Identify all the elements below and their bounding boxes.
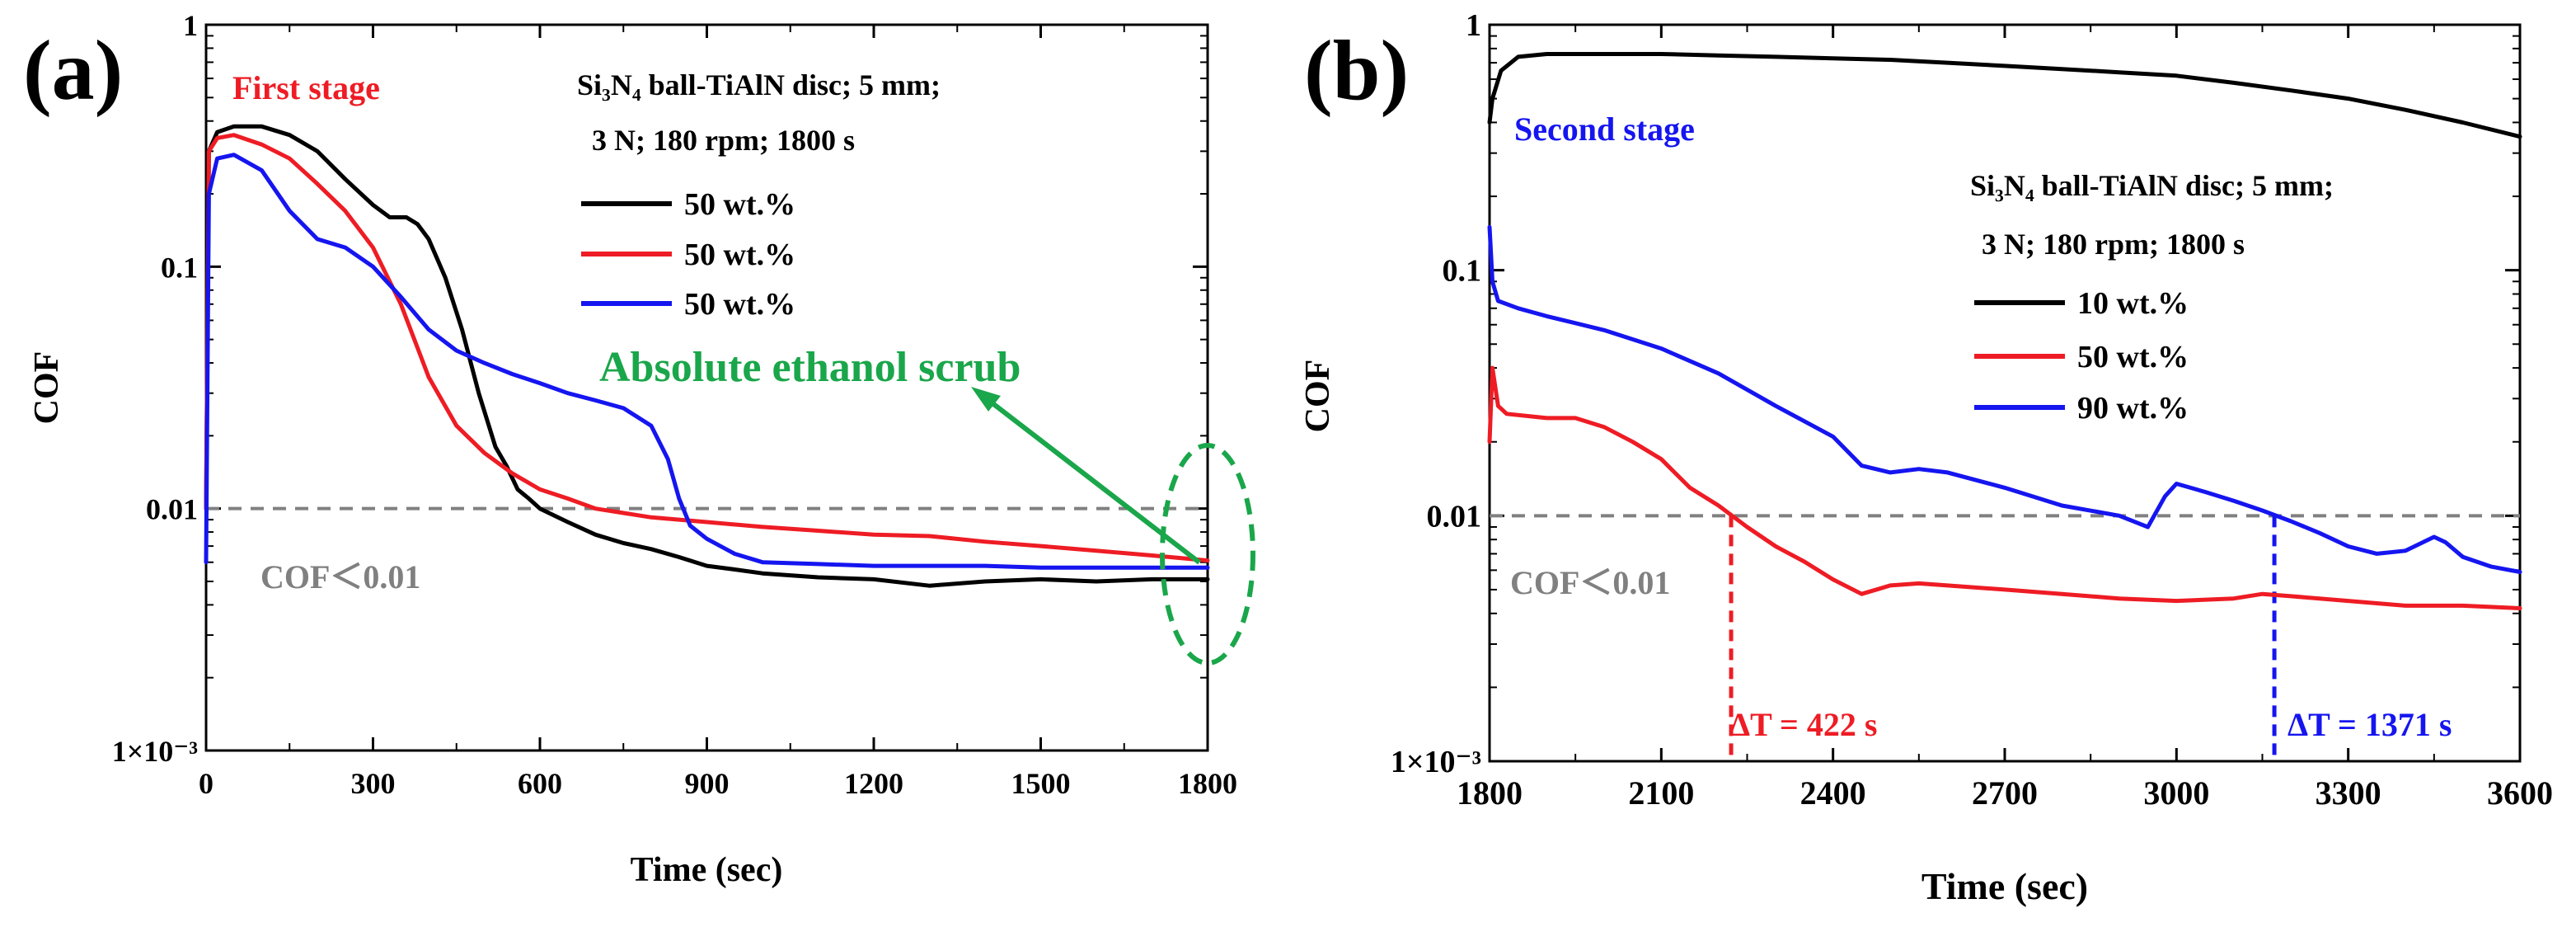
chart-panel-a: 1×10⁻³ 0.01 0.1 1 0 300 600 900 1200 1500 1800 Ti… <box>28 9 1255 889</box>
y-tick-label: 1 <box>183 9 198 42</box>
series-line-0 <box>1487 52 2522 139</box>
x-tick-labels-a: 0 300 600 900 1200 1500 1800 <box>199 767 1237 800</box>
x-tick-label: 600 <box>518 767 562 800</box>
y-tick-label: 0.01 <box>1427 499 1482 534</box>
x-tick-label: 2700 <box>1972 774 2038 812</box>
axis-ticks-a <box>204 23 1209 752</box>
test-conditions-line2-b: 3 N; 180 rpm; 1800 s <box>1982 228 2245 261</box>
test-conditions-line1-a: Si₃N₄ ball-TiAlN disc; 5 mm; <box>577 68 941 101</box>
x-tick-label: 1800 <box>1178 767 1237 800</box>
x-axis-label-b: Time (sec) <box>1921 865 2088 907</box>
x-tick-label: 2400 <box>1800 774 1866 812</box>
chart-panel-b: 1×10⁻³ 0.01 0.1 1 1800 2100 2400 2700 3000 3300 3… <box>1299 8 2553 907</box>
stage-label-b: Second stage <box>1514 111 1695 148</box>
x-axis-label-a: Time (sec) <box>631 851 783 889</box>
y-tick-label: 1×10⁻³ <box>1391 745 1481 779</box>
x-tick-label: 1500 <box>1011 767 1071 800</box>
y-axis-label-b: COF <box>1299 360 1337 433</box>
legend-label-1-b: 50 wt.% <box>2077 340 2189 374</box>
y-axis-label-a: COF <box>28 351 66 425</box>
x-tick-label: 3000 <box>2143 774 2209 812</box>
series-group-b <box>1487 52 2522 610</box>
legend-label-1-a: 50 wt.% <box>684 238 795 272</box>
annotation-arrow-a <box>983 395 1201 565</box>
series-line-2 <box>204 153 1210 570</box>
series-line-1 <box>204 133 1210 563</box>
x-tick-label: 1200 <box>844 767 903 800</box>
annotation-ellipse-a <box>1160 443 1255 666</box>
y-tick-labels-a: 1×10⁻³ 0.01 0.1 1 <box>112 9 199 768</box>
x-tick-label: 3600 <box>2487 774 2553 812</box>
y-tick-labels-b: 1×10⁻³ 0.01 0.1 1 <box>1391 8 1481 779</box>
x-tick-label: 900 <box>685 767 730 800</box>
test-conditions-line1-b: Si₃N₄ ball-TiAlN disc; 5 mm; <box>1970 169 2334 202</box>
x-tick-label: 0 <box>199 767 213 800</box>
delta-t-label-blue-b: ΔT = 1371 s <box>2287 706 2452 743</box>
y-tick-label: 0.1 <box>1443 254 1482 289</box>
x-tick-label: 2100 <box>1628 774 1694 812</box>
x-tick-label: 3300 <box>2316 774 2381 812</box>
x-tick-label: 1800 <box>1457 774 1523 812</box>
test-conditions-line2-a: 3 N; 180 rpm; 1800 s <box>592 124 855 157</box>
legend-label-0-b: 10 wt.% <box>2077 286 2189 321</box>
series-line-2 <box>1487 224 2522 574</box>
threshold-label-b: COF＜0.01 <box>1510 564 1670 601</box>
y-tick-label: 0.1 <box>161 251 198 284</box>
series-line-1 <box>1487 365 2522 610</box>
annotation-text-a: Absolute ethanol scrub <box>599 344 1021 391</box>
annotation-arrowhead-a <box>971 387 1001 412</box>
legend-label-0-a: 50 wt.% <box>684 187 795 222</box>
legend-label-2-a: 50 wt.% <box>684 287 795 322</box>
panel-label-a: (a) <box>23 23 123 118</box>
threshold-label-a: COF＜0.01 <box>260 558 420 595</box>
panel-label-b: (b) <box>1304 23 1409 118</box>
series-line-0 <box>204 124 1210 588</box>
y-tick-label: 1 <box>1466 8 1481 43</box>
y-tick-label: 1×10⁻³ <box>112 735 199 768</box>
x-tick-labels-b: 1800 2100 2400 2700 3000 3300 3600 <box>1457 774 2553 812</box>
y-tick-label: 0.01 <box>146 493 198 526</box>
series-group-a <box>204 124 1210 588</box>
delta-t-label-red-b: ΔT = 422 s <box>1729 706 1877 743</box>
markers-group-b <box>1729 515 2277 761</box>
x-tick-label: 300 <box>351 767 396 800</box>
stage-label-a: First stage <box>232 69 380 106</box>
legend-label-2-b: 90 wt.% <box>2077 391 2189 426</box>
